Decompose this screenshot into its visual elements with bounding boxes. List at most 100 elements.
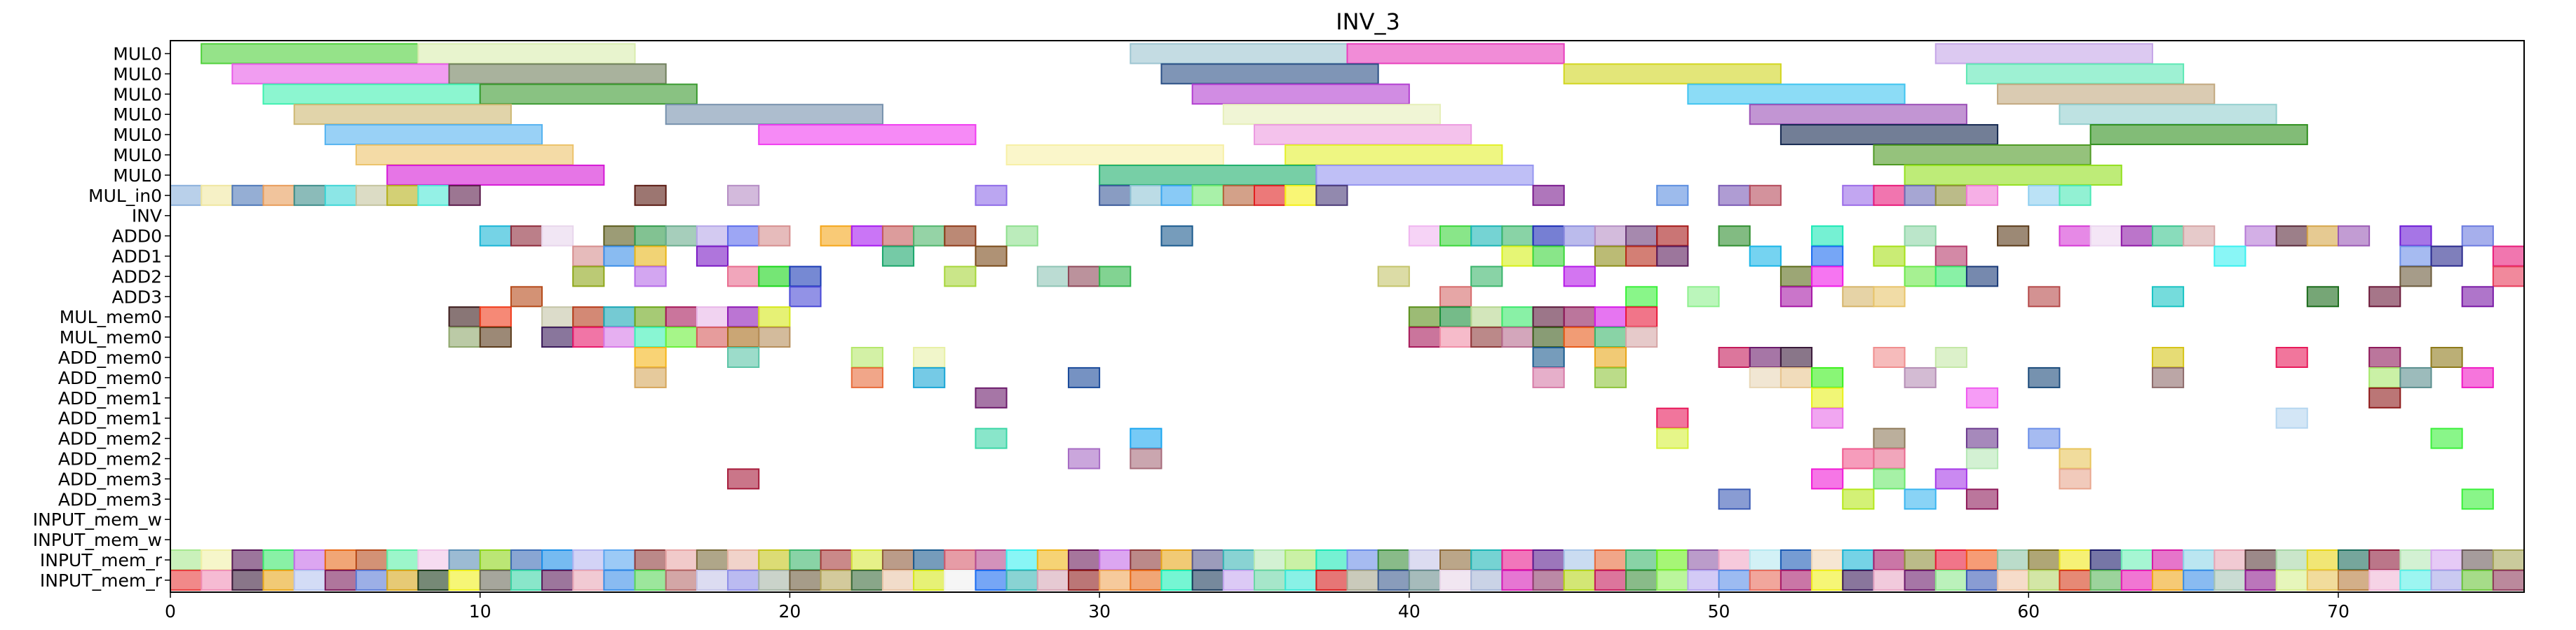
gantt-bar — [1687, 569, 1720, 591]
gantt-bar — [2461, 488, 2494, 510]
gantt-bar — [2089, 124, 2308, 146]
gantt-bar — [1408, 306, 1442, 328]
gantt-bar — [881, 245, 915, 267]
gantt-bar — [634, 225, 667, 247]
gantt-bar — [1811, 549, 1844, 570]
gantt-bar — [1965, 184, 1999, 206]
gantt-bar — [448, 327, 481, 348]
gantt-bar — [1563, 327, 1596, 348]
gantt-bar — [510, 286, 543, 308]
y-tick-label: ADD_mem3 — [58, 469, 162, 489]
gantt-bar — [2461, 225, 2494, 247]
gantt-bar — [2183, 569, 2216, 591]
gantt-bar — [975, 569, 1008, 591]
gantt-bar — [758, 569, 791, 591]
gantt-bar — [2492, 245, 2525, 267]
y-tick-label: INPUT_mem_r — [40, 550, 163, 570]
gantt-bar — [170, 184, 203, 206]
y-tick-label: INPUT_mem_w — [33, 530, 162, 550]
gantt-bar — [634, 184, 667, 206]
gantt-bar — [262, 549, 295, 570]
gantt-bar — [1253, 124, 1472, 146]
gantt-bar — [913, 549, 946, 570]
gantt-bar — [665, 569, 698, 591]
gantt-bar — [1842, 569, 1875, 591]
gantt-bar — [1718, 184, 1751, 206]
gantt-bar — [1904, 569, 1937, 591]
gantt-bar — [603, 225, 636, 247]
x-tick-label: 70 — [2327, 601, 2350, 622]
y-tick-label: MUL0 — [113, 84, 162, 104]
gantt-bar — [1036, 266, 1069, 287]
gantt-bar — [1718, 225, 1751, 247]
gantt-bar — [1718, 488, 1751, 510]
gantt-bar — [2275, 347, 2308, 368]
gantt-bar — [696, 245, 729, 267]
gantt-bar — [1811, 266, 1844, 287]
gantt-bar — [1036, 569, 1069, 591]
gantt-bar — [2120, 225, 2153, 247]
gantt-bar — [1470, 549, 1503, 570]
gantt-bar — [2492, 549, 2525, 570]
gantt-bar — [913, 569, 946, 591]
gantt-bar — [2244, 569, 2277, 591]
gantt-bar — [1160, 225, 1193, 247]
gantt-bar — [2368, 549, 2401, 570]
gantt-bar — [355, 144, 574, 165]
gantt-bar — [1284, 569, 1317, 591]
gantt-bar — [850, 347, 883, 368]
gantt-bar — [1749, 104, 1967, 125]
gantt-bar — [1315, 549, 1348, 570]
gantt-bar — [727, 468, 760, 490]
gantt-bar — [696, 569, 729, 591]
gantt-bar — [231, 184, 264, 206]
gantt-bar — [1934, 245, 1967, 267]
gantt-bar — [2059, 104, 2277, 125]
gantt-bar — [572, 549, 605, 570]
gantt-bar — [1656, 407, 1689, 429]
gantt-bar — [2151, 286, 2185, 308]
gantt-bar — [1191, 569, 1224, 591]
gantt-bar — [1873, 569, 1906, 591]
gantt-bar — [1470, 306, 1503, 328]
gantt-bar — [231, 63, 450, 85]
gantt-bar — [665, 549, 698, 570]
gantt-bar — [262, 569, 295, 591]
gantt-bar — [1470, 266, 1503, 287]
gantt-bar — [1718, 549, 1751, 570]
gantt-bar — [727, 549, 760, 570]
y-tick-label: ADD0 — [111, 226, 162, 247]
gantt-bar — [1687, 549, 1720, 570]
gantt-bar — [541, 327, 574, 348]
y-tick-label: ADD_mem3 — [58, 489, 162, 509]
gantt-bar — [1315, 184, 1348, 206]
gantt-bar — [2214, 569, 2246, 591]
gantt-bar — [1160, 184, 1193, 206]
gantt-bar — [1811, 245, 1844, 267]
gantt-bar — [820, 569, 853, 591]
gantt-bar — [541, 225, 574, 247]
gantt-bar — [1222, 549, 1255, 570]
gantt-bar — [2337, 225, 2371, 247]
gantt-bar — [1811, 407, 1844, 429]
gantt-bar — [1191, 184, 1224, 206]
gantt-bar — [2430, 245, 2463, 267]
gantt-bar — [2461, 549, 2494, 570]
gantt-bar — [1130, 569, 1162, 591]
y-tick-label: MUL0 — [113, 125, 162, 145]
gantt-bar — [541, 306, 574, 328]
gantt-bar — [1130, 43, 1348, 64]
gantt-bar — [975, 184, 1008, 206]
gantt-bar — [603, 327, 636, 348]
gantt-bar — [2059, 448, 2092, 470]
gantt-bar — [1873, 144, 2092, 165]
gantt-bar — [1904, 266, 1937, 287]
y-tick-label: ADD2 — [111, 266, 162, 287]
gantt-bar — [2461, 367, 2494, 388]
gantt-bar — [1656, 225, 1689, 247]
gantt-bar — [1625, 245, 1658, 267]
gantt-bar — [758, 327, 791, 348]
gantt-bar — [1130, 184, 1162, 206]
gantt-bar — [2399, 225, 2432, 247]
gantt-bar — [2059, 549, 2092, 570]
